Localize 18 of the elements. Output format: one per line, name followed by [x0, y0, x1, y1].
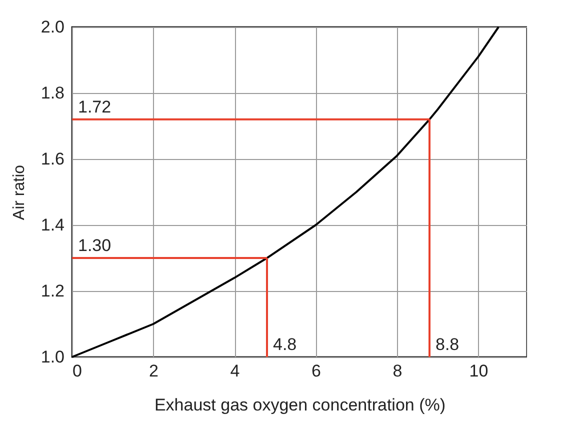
y-tick-label: 2.0 [40, 18, 64, 36]
x-axis-title: Exhaust gas oxygen concentration (%) [154, 396, 446, 414]
y-tick-label: 1.6 [40, 150, 64, 168]
y-tick-label: 1.4 [40, 216, 64, 234]
x-tick-label: 0 [72, 362, 82, 380]
x-tick-label: 4 [230, 362, 240, 380]
x-tick-label: 8 [392, 362, 402, 380]
y-tick-label: 1.2 [40, 282, 64, 300]
ref-line-label: 1.72 [78, 97, 112, 116]
ref-line-label: 4.8 [273, 335, 297, 354]
x-tick-label: 2 [149, 362, 158, 380]
x-tick-label: 10 [469, 362, 488, 380]
x-tick-label: 6 [312, 362, 321, 380]
ref-line-label: 1.30 [78, 236, 112, 255]
y-axis-title: Air ratio [10, 164, 28, 220]
y-tick-label: 1.8 [40, 84, 64, 102]
y-tick-label: 1.0 [40, 348, 64, 366]
ref-line-label: 8.8 [436, 335, 460, 354]
